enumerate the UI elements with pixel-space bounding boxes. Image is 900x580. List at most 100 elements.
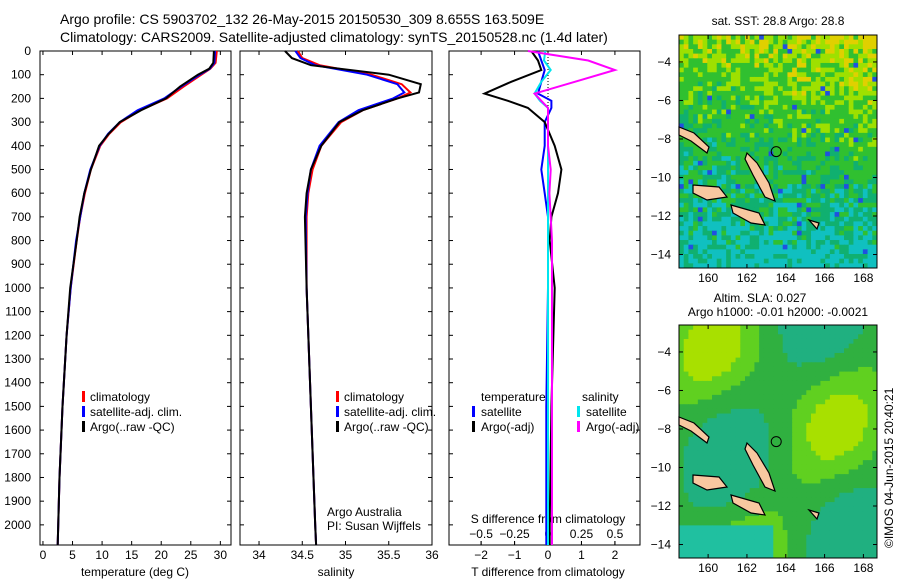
map-cell [712,230,718,236]
map-cell [825,216,831,222]
map-cell [796,235,803,241]
map-cell [839,427,845,433]
map-cell [735,436,741,442]
map-cell [745,114,751,120]
map-cell [867,128,873,134]
map-cell [815,394,821,401]
map-cell [801,548,807,554]
map-cell [829,179,836,185]
map-cell [848,413,854,419]
map-cell [787,193,793,199]
map-cell [801,399,807,405]
map-cell [801,366,807,373]
map-cell [768,422,774,429]
map-cell [796,160,803,166]
map-cell [862,525,869,531]
map-cell [811,390,817,396]
map-cell [759,67,765,73]
map-cell [726,488,732,494]
map-cell [853,128,859,134]
map-cell [693,352,699,359]
map-cell [721,334,727,340]
map-cell [749,114,755,120]
map-cell [792,352,798,359]
map-cell [867,53,873,59]
map-cell [735,109,741,115]
map-cell [773,118,779,125]
map-cell [697,114,704,120]
map-cell [702,539,708,545]
map-cell [806,450,812,456]
map-cell [820,348,826,354]
map-cell [872,184,878,190]
map-cell [749,348,755,354]
map-cell [749,258,755,264]
map-cell [825,160,831,166]
map-cell [834,160,840,166]
map-cell [782,516,788,522]
map-cell [697,371,704,377]
map-cell [730,548,737,554]
map-cell [735,104,741,111]
map-cell [834,137,840,143]
map-cell [801,137,807,143]
map-cell [806,427,812,433]
map-cell [702,385,708,391]
map-cell [792,469,798,475]
map-cell [679,258,685,264]
map-cell [749,174,755,180]
map-cell [787,249,793,255]
map-cell [858,497,864,503]
map-cell [745,44,751,50]
map-cell [867,240,873,246]
map-cell [778,376,784,382]
map-cell [730,104,737,111]
map-cell [792,132,798,139]
map-cell [811,334,817,340]
map-cell [683,39,689,45]
map-cell [792,188,798,194]
map-cell [811,123,817,129]
map-cell [839,156,845,162]
map-cell [782,492,788,498]
map-cell [862,81,869,87]
map-cell [763,90,770,97]
map-cell [796,263,803,269]
map-cell [693,202,699,208]
map-cell [848,478,854,484]
map-cell [735,76,741,83]
map-cell [688,165,694,171]
map-cell [796,244,803,250]
differences-series-satellite [536,50,553,545]
map-cell [773,544,779,550]
map-cell [745,230,751,236]
map-cell [768,376,774,382]
map-cell [763,399,770,405]
map-cell [679,506,685,512]
map-cell [721,460,727,466]
map-cell [740,249,746,255]
map-cell [872,132,878,139]
map-cell [763,81,770,87]
map-cell [697,198,704,204]
map-cell [806,525,812,531]
map-cell [792,35,798,41]
map-cell [768,408,774,415]
map-cell [796,343,803,349]
map-cell [759,441,765,447]
map-cell [712,385,718,391]
map-cell [773,516,779,522]
map-cell [773,165,779,171]
map-cell [735,450,741,456]
map-xtick-label: 162 [737,561,757,575]
temperature-xlabel: temperature (deg C) [81,565,189,579]
map-cell [683,497,689,503]
map-cell [721,240,727,246]
map-cell [787,104,793,111]
map-cell [697,325,704,331]
map-cell [693,193,699,199]
map-cell [693,371,699,377]
map-cell [702,137,708,143]
map-cell [754,497,760,503]
map-cell [858,404,864,410]
